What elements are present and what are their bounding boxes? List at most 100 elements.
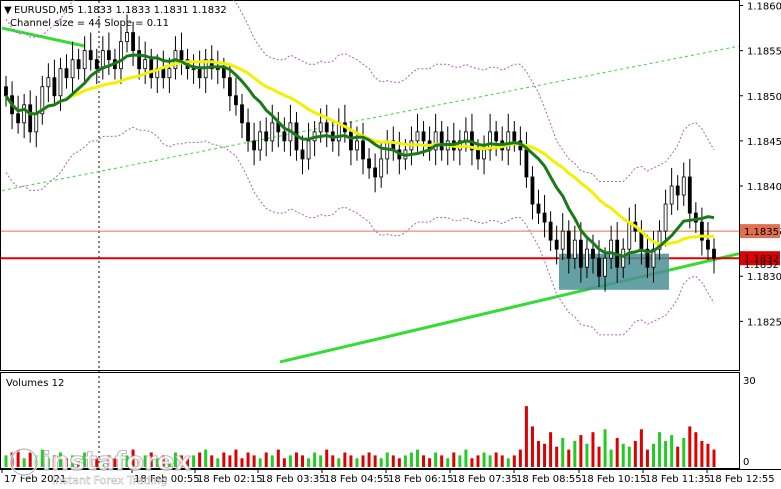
price-bar-body: [373, 167, 378, 178]
time-tick-label: 18 Feb 03:35: [260, 474, 326, 485]
price-bar-body: [264, 131, 269, 142]
volume-bar: [288, 455, 292, 467]
price-bar-body: [191, 68, 196, 71]
volume-bar: [89, 455, 93, 467]
volume-bar: [397, 458, 401, 467]
price-bar-body: [488, 131, 493, 151]
volume-bar: [585, 443, 589, 467]
volume-bar: [28, 452, 32, 467]
volume-bar: [664, 440, 668, 467]
price-bar-body: [524, 149, 529, 178]
volume-bar: [688, 426, 692, 467]
price-bar-body: [40, 86, 45, 115]
price-bar-body: [699, 221, 704, 241]
volume-bar: [276, 449, 280, 467]
volume-bar: [682, 438, 686, 467]
volume-bar: [428, 458, 432, 467]
volume-bar: [137, 458, 141, 467]
price-bar-body: [512, 131, 517, 142]
volume-bar: [415, 449, 419, 467]
volume-bar: [639, 429, 643, 467]
price-bar-body: [506, 131, 511, 151]
volume-bars: [4, 406, 716, 467]
volume-bar: [228, 455, 232, 467]
price-tick-label: 1.1840: [747, 182, 781, 193]
time-tick-label: 17 Feb 2021: [4, 474, 66, 485]
volume-bar: [627, 446, 631, 467]
volume-bar: [40, 449, 44, 467]
volume-bar: [319, 455, 323, 467]
volume-bar: [409, 452, 413, 467]
price-tick-label: 1.1860: [747, 2, 781, 13]
volume-bar: [349, 455, 353, 467]
volume-bar: [161, 455, 165, 467]
price-bar-body: [361, 140, 365, 160]
volume-scale-bottom: 0: [743, 457, 749, 468]
volume-bar: [615, 438, 619, 467]
volume-bar: [391, 455, 395, 467]
level-price-tag: [740, 224, 780, 239]
volume-bar: [561, 438, 565, 467]
price-bar-body: [548, 221, 553, 241]
price-bar-body: [240, 104, 244, 124]
channel-middle-line: [1, 45, 740, 192]
volume-bar: [83, 452, 87, 467]
price-bar-body: [433, 131, 438, 151]
volume-bar: [609, 449, 613, 467]
price-bar-body: [318, 122, 323, 133]
price-bar-body: [221, 68, 226, 79]
volume-bar: [282, 458, 286, 467]
volume-bar: [192, 455, 196, 467]
volume-bar: [458, 455, 462, 467]
volume-bar: [337, 458, 341, 467]
volume-bar: [452, 452, 456, 467]
price-bar-body: [609, 239, 614, 259]
volume-bar: [549, 432, 553, 467]
price-bar-body: [209, 59, 214, 70]
volume-bar: [264, 452, 268, 467]
price-axis-extra-label: 1.1832: [744, 260, 779, 271]
price-bar-body: [675, 185, 680, 196]
logo-globe-outline: [10, 448, 38, 476]
price-bar-body: [415, 131, 420, 142]
volume-bar: [537, 440, 541, 467]
price-bar-body: [76, 59, 81, 70]
channel-upper-line: [1, 26, 86, 48]
volume-bar: [591, 432, 595, 467]
price-bar-body: [258, 131, 263, 151]
volume-bar: [355, 458, 359, 467]
volume-bar: [633, 440, 637, 467]
volume-bar: [434, 452, 438, 467]
time-tick-label: 18 Feb 02:15: [197, 474, 263, 485]
price-bar-body: [300, 149, 305, 160]
volume-bar: [651, 443, 655, 467]
volume-bar: [603, 429, 607, 467]
volume-bar: [440, 455, 444, 467]
price-bar-body: [421, 131, 426, 142]
price-bar-body: [149, 59, 154, 79]
price-bar-body: [379, 158, 384, 178]
volume-bar: [579, 435, 583, 467]
volume-bar: [240, 458, 244, 467]
volume-bar: [119, 452, 123, 467]
price-bar-body: [657, 230, 662, 250]
volume-bar: [422, 455, 426, 467]
volume-bar: [107, 455, 111, 467]
price-bar-body: [16, 113, 21, 124]
price-bar-body: [22, 104, 27, 124]
volume-bar: [252, 455, 256, 467]
time-tick-label: 18 Feb 08:55: [516, 474, 582, 485]
level-price-tag: [740, 251, 780, 266]
price-bar-body: [143, 59, 148, 70]
volume-bar: [71, 455, 75, 467]
price-bar-body: [621, 248, 626, 268]
price-bar-body: [161, 68, 166, 79]
volume-bar: [524, 406, 528, 467]
price-bar-body: [215, 68, 220, 71]
volume-bar: [143, 455, 147, 467]
level-price-label: 1.1835: [744, 227, 779, 238]
price-tick-label: 1.1855: [747, 47, 781, 58]
volume-bar: [700, 440, 704, 467]
price-bar-body: [137, 50, 142, 70]
